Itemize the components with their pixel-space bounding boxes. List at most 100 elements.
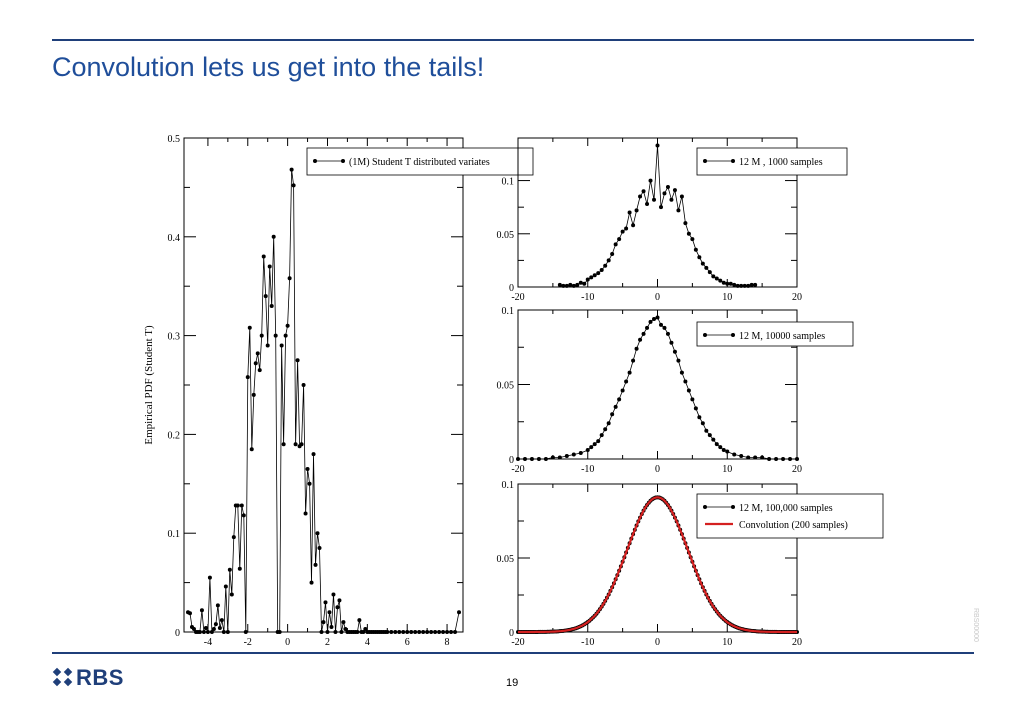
x-tick-label: 8 (445, 637, 450, 648)
data-point (753, 282, 758, 287)
bottom-rule (52, 652, 974, 654)
data-point (610, 252, 615, 257)
y-tick-label: 0.2 (168, 430, 181, 441)
data-point (305, 466, 310, 471)
data-point (575, 282, 580, 287)
data-point (215, 603, 220, 608)
data-point (753, 455, 758, 460)
data-point (665, 184, 670, 189)
slide-title: Convolution lets us get into the tails! (52, 52, 485, 82)
data-point (683, 221, 688, 226)
data-point (721, 448, 726, 453)
data-point (413, 630, 418, 634)
data-point (641, 189, 646, 194)
data-point (329, 625, 334, 630)
data-point (213, 622, 218, 627)
data-point (700, 421, 705, 426)
data-point (634, 208, 639, 213)
x-tick-label: 6 (405, 637, 410, 648)
data-point (624, 226, 629, 231)
data-point (679, 370, 684, 375)
data-point (247, 325, 252, 330)
data-point (760, 455, 765, 460)
data-point (425, 630, 430, 634)
data-point (283, 333, 288, 338)
legend-marker (731, 159, 735, 163)
data-point (241, 513, 246, 518)
legend-label: 12 M , 1000 samples (739, 157, 823, 168)
data-point (271, 234, 276, 239)
data-point (249, 447, 254, 452)
data-point (231, 535, 236, 540)
data-point (307, 481, 312, 486)
data-point (693, 406, 698, 411)
data-point (571, 283, 576, 288)
data-point (293, 442, 298, 447)
data-point (707, 433, 712, 438)
legend-marker (703, 333, 707, 337)
convolution-line (518, 496, 797, 634)
data-point (529, 457, 534, 461)
data-point (295, 358, 300, 363)
data-point (742, 283, 747, 288)
data-point (441, 630, 446, 634)
data-point (669, 340, 674, 345)
data-point (429, 630, 434, 634)
data-point (676, 358, 681, 363)
y-axis-label: Empirical PDF (Student T) (143, 325, 155, 445)
data-point (207, 575, 212, 580)
data-point (631, 223, 636, 228)
data-point (585, 277, 590, 282)
data-point (331, 592, 336, 597)
data-point (339, 630, 344, 634)
data-point (303, 511, 308, 516)
data-point (279, 343, 284, 348)
data-point (707, 270, 712, 275)
x-tick-label: -20 (511, 637, 524, 648)
legend-marker (731, 505, 735, 509)
data-point (445, 630, 450, 634)
chart-panel-4: -20 -10 0 10 20 0 0.05 0.1 12 M, 100,000 samples… (497, 480, 884, 648)
x-tick-label: 10 (722, 292, 732, 303)
x-tick-label: 20 (792, 637, 802, 648)
data-point (337, 598, 342, 603)
data-point (261, 254, 266, 259)
data-point (718, 445, 723, 450)
side-code: RBS00000 (972, 608, 979, 642)
data-point (767, 457, 772, 461)
data-point (301, 383, 306, 387)
data-point (665, 331, 670, 336)
data-point (697, 415, 702, 420)
data-point (259, 333, 264, 338)
data-point (568, 282, 573, 287)
data-point (361, 630, 366, 634)
data-point (781, 457, 786, 461)
legend-box (696, 493, 884, 539)
data-point (596, 271, 601, 276)
data-point (449, 630, 454, 634)
plot-frame (183, 137, 464, 633)
data-point (363, 627, 368, 632)
data-point (273, 333, 278, 338)
page-number: 19 (506, 677, 519, 689)
top-rule (52, 39, 974, 41)
data-point (457, 610, 462, 615)
legend-marker (341, 159, 345, 163)
data-point (313, 562, 318, 567)
data-point (606, 421, 611, 426)
legend-label: 12 M, 10000 samples (739, 331, 825, 342)
chart-panel-2: -20 -10 0 10 20 0 0.05 0.1 12 M , 1000 samples (497, 137, 848, 303)
data-point (335, 605, 340, 610)
data-point (627, 210, 632, 215)
data-point (409, 630, 414, 634)
data-point (516, 457, 520, 461)
x-tick-label: 10 (722, 464, 732, 475)
data-point (721, 280, 726, 285)
data-point (221, 630, 226, 634)
data-point (235, 503, 240, 508)
data-point (564, 283, 569, 288)
data-point (319, 630, 324, 634)
data-point (237, 566, 242, 571)
data-point (277, 630, 282, 634)
